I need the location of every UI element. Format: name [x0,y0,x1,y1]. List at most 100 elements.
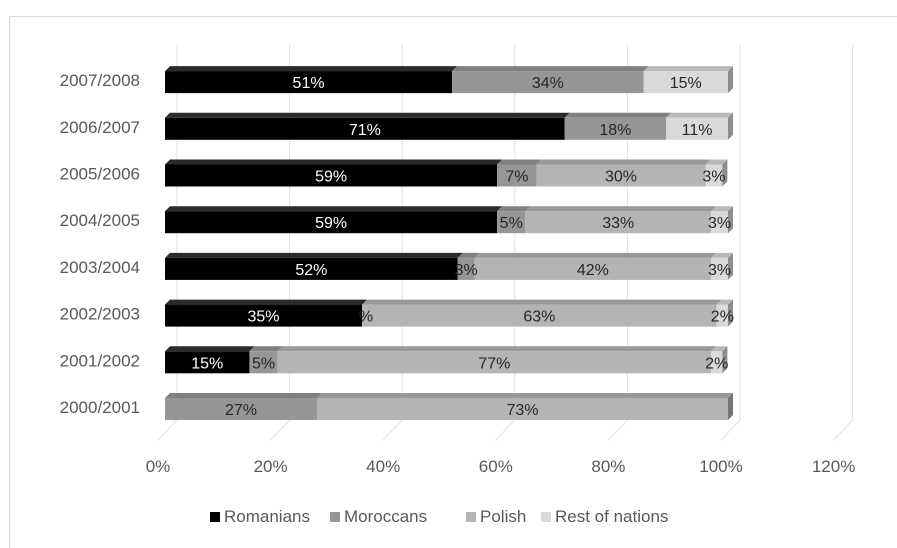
bar-segment-top [165,299,368,305]
data-label: 2% [705,355,728,372]
bar-segment [165,257,458,280]
data-label: 77% [478,355,510,372]
bar-segment [457,257,475,280]
bar-segment-top [525,206,717,212]
legend-label: Romanians [224,507,310,526]
bar-side [728,393,733,420]
gridline-floor [157,419,178,441]
bars [165,66,733,420]
bar-side [728,206,733,234]
legend-swatch [330,512,340,522]
bar-side [728,112,733,140]
gridline-floor [608,419,628,441]
bar-segment-top [643,66,733,72]
bar-segment-top [497,206,531,212]
legend: Romanians Moroccans Polish Rest of nations [210,507,668,526]
category-label: 2003/2004 [60,258,140,277]
legend-label: Polish [480,507,526,526]
bar-segment-top [666,112,733,118]
gridline-floor [270,419,290,441]
bar-segment [564,117,667,140]
bar-segment-top [497,159,542,165]
bar-segment [474,257,712,280]
bar-segment-top [474,252,717,258]
data-label: 7% [505,169,528,186]
data-label: 33% [602,215,634,232]
data-label: 30% [605,169,637,186]
x-tick-label: 0% [146,457,171,476]
gridline-floor [833,419,853,441]
bar-segment [165,211,498,234]
bar-segment-top [317,393,733,398]
bar-side [722,159,728,187]
data-label: 18% [599,122,631,139]
bar-segment [165,304,363,327]
category-label: 2005/2006 [60,165,140,184]
category-label: 2000/2001 [60,398,140,417]
data-label: 11% [682,122,713,139]
legend-swatch [466,512,476,522]
bar-segment-top [165,393,323,398]
bar-segment [452,71,644,94]
data-label: 51% [293,75,325,92]
data-label: 73% [506,402,538,419]
bar-segment-top [564,112,672,118]
data-label: 42% [577,262,609,279]
x-tick-label: 60% [479,457,513,476]
bar-segment [497,211,526,234]
bar-side [728,252,733,280]
bar-segment-top [452,66,649,72]
data-label: 5% [500,215,523,232]
x-tick-label: 80% [591,457,625,476]
data-label: 15% [670,75,702,92]
data-label: 59% [315,215,347,232]
data-labels: 27% 73% 15% 5% 77% 2% 35%% 63% 2% 52% 3% 42% 3% 59% 5%… [191,75,734,419]
bar-side [728,66,733,94]
legend-label: Moroccans [344,507,427,526]
bar-side [722,346,728,374]
data-label: 59% [315,169,347,186]
x-tick-label: 20% [254,457,288,476]
bar-segment-top [277,346,717,352]
bar-segment [497,164,537,187]
bar-segment [705,164,723,187]
gridline-floor [495,419,516,441]
bar-segment [711,211,728,234]
bar-segment-top [457,252,480,258]
chart-frame [9,16,897,548]
bar-segment [711,257,728,280]
bar-segment-top [711,206,733,212]
category-label: 2006/2007 [60,118,140,137]
bar-segment [165,117,565,140]
bar-segment [249,351,278,374]
bar-segment [711,351,723,374]
bar-segment-top [716,299,733,305]
bar-segment [362,304,717,327]
bar-segment [277,351,712,374]
legend-swatch [541,512,551,522]
data-label: 3% [708,215,731,232]
category-axis: 2000/2001 2001/2002 2002/2003 2003/2004 2004… [60,71,140,417]
data-label: 3% [708,262,731,279]
data-label: 52% [295,262,327,279]
data-label: 63% [523,309,555,326]
bar-segment [536,164,706,187]
category-label: 2001/2002 [60,351,140,370]
data-label: % [359,309,373,326]
data-label: 34% [532,75,564,92]
bar-segment [525,211,712,234]
bar-segment-top [165,252,463,258]
bar-segment [317,398,728,420]
bar-segment-top [705,159,728,165]
data-label: 5% [252,355,275,372]
bar-segment-top [249,346,283,352]
x-tick-label: 40% [366,457,400,476]
data-label: 15% [191,355,223,372]
bar-segment-top [165,206,503,212]
category-label: 2007/2008 [60,71,140,90]
gridlines [157,44,854,441]
bar-segment-top [711,252,733,258]
bar-segment-top [165,112,570,118]
bar-segment [165,71,453,94]
